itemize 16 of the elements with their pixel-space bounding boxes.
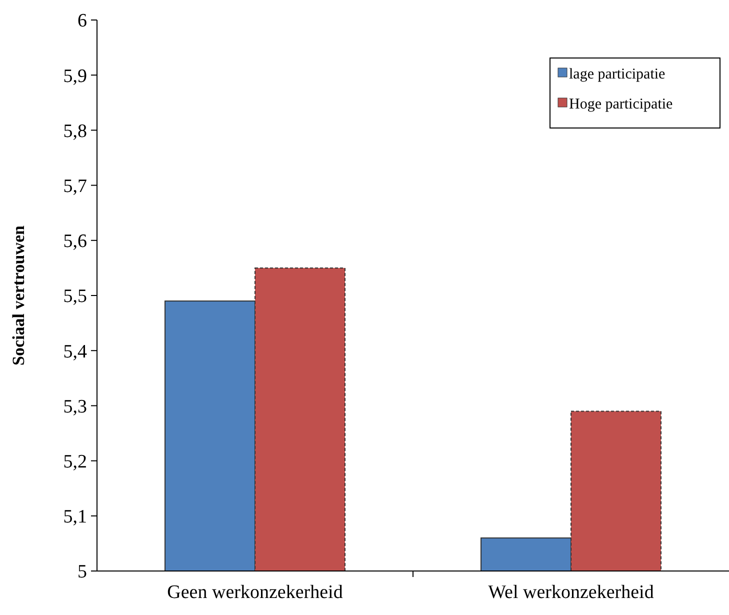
y-tick-label: 5,4	[63, 341, 88, 362]
x-tick-label: Geen werkonzekerheid	[167, 582, 344, 603]
x-tick-label: Wel werkonzekerheid	[488, 582, 654, 603]
y-tick-label: 5,7	[63, 176, 87, 197]
y-tick-label: 5,5	[63, 286, 87, 308]
legend-label: lage participatie	[569, 66, 666, 82]
y-tick-label: 5,2	[63, 451, 87, 472]
y-tick-label: 5,3	[63, 396, 87, 418]
y-tick-label: 5,1	[63, 506, 87, 528]
y-tick-label: 5,8	[63, 120, 87, 142]
y-tick-label: 6	[78, 10, 87, 32]
y-tick-label: 5,6	[63, 231, 87, 252]
y-tick-label: 5	[78, 562, 87, 583]
legend-label: Hoge participatie	[569, 96, 674, 112]
y-axis-title: Sociaal vertrouwen	[9, 225, 28, 366]
y-tick-label: 5,9	[63, 66, 87, 87]
